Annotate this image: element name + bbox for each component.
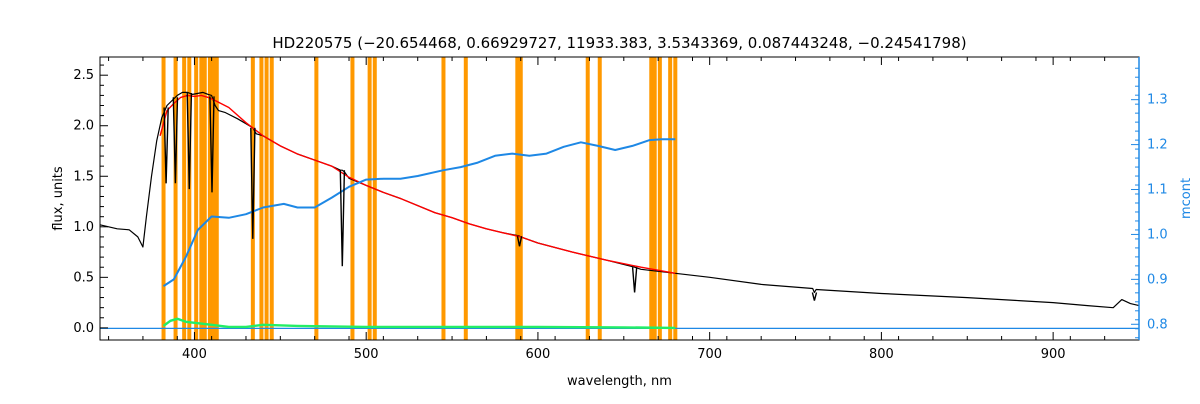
mask-line-11	[259, 57, 264, 340]
x-tick-label-4: 800	[869, 347, 894, 362]
mask-lines	[161, 57, 678, 340]
absorption-line-8	[811, 292, 818, 301]
y2-tick-label-2: 1.0	[1147, 227, 1168, 242]
mask-line-22	[585, 57, 590, 340]
mask-line-7	[207, 57, 212, 340]
mask-line-15	[350, 57, 355, 340]
mask-line-19	[463, 57, 468, 340]
mask-line-8	[211, 57, 216, 340]
mask-line-28	[673, 57, 678, 340]
series-mcont	[162, 138, 676, 287]
series-observed	[99, 91, 1140, 309]
y-tick-label-3: 1.5	[73, 169, 94, 184]
mask-line-13	[269, 57, 274, 340]
mask-line-6	[202, 57, 207, 340]
mask-line-9	[214, 57, 219, 340]
mask-line-14	[314, 57, 319, 340]
mask-line-25	[652, 57, 657, 340]
mask-line-17	[372, 57, 377, 340]
y2-tick-label-1: 0.9	[1147, 272, 1168, 287]
absorption-line-3	[209, 96, 215, 193]
x-tick-label-5: 900	[1041, 347, 1066, 362]
mask-line-18	[441, 57, 446, 340]
series-residual	[162, 317, 676, 330]
mask-line-23	[597, 57, 602, 340]
absorption-line-1	[172, 97, 179, 184]
x-tick-label-2: 600	[526, 347, 551, 362]
mask-line-12	[264, 57, 269, 340]
mask-line-20	[515, 57, 520, 340]
mask-line-10	[250, 57, 255, 340]
absorption-line-5	[339, 170, 346, 267]
mask-line-16	[367, 57, 372, 340]
plot-frame	[99, 56, 1140, 341]
mask-line-0	[161, 57, 166, 340]
y-tick-label-0: 0.0	[73, 321, 94, 336]
mask-line-3	[187, 57, 192, 340]
x-axis-label: wavelength, nm	[567, 374, 672, 389]
absorption-line-7	[631, 267, 638, 293]
y2-tick-label-3: 1.1	[1147, 183, 1168, 198]
mask-line-24	[649, 57, 654, 340]
mask-line-5	[199, 57, 204, 340]
x-tick-label-3: 700	[697, 347, 722, 362]
y2-tick-label-4: 1.2	[1147, 138, 1168, 153]
y-tick-label-4: 2.0	[73, 119, 94, 134]
y-axis-label: flux, units	[51, 166, 66, 231]
absorption-line-4	[250, 127, 256, 239]
y2-tick-label-5: 1.3	[1147, 93, 1168, 108]
y-tick-label-2: 1.0	[73, 220, 94, 235]
x-tick-label-0: 400	[182, 347, 207, 362]
mask-line-2	[182, 57, 187, 340]
absorption-line-6	[516, 236, 523, 247]
mask-line-4	[194, 57, 199, 340]
y-tick-label-1: 0.5	[73, 270, 94, 285]
absorption-line-2	[186, 92, 193, 190]
mask-line-26	[657, 57, 662, 340]
axes: 400 500 600 700 800 900 0.0 0.5 1.0 1.5 2.0 2.5 0.8 0…	[73, 57, 1168, 362]
absorption-line-0	[163, 107, 169, 184]
y-tick-label-5: 2.5	[73, 68, 94, 83]
mask-line-27	[668, 57, 673, 340]
series-layer	[99, 91, 1140, 330]
mask-line-21	[518, 57, 523, 340]
x-tick-label-1: 500	[354, 347, 379, 362]
y2-tick-label-0: 0.8	[1147, 317, 1168, 332]
chart-title: HD220575 (−20.654468, 0.66929727, 11933.…	[272, 34, 966, 52]
mask-line-1	[173, 57, 178, 340]
y2-axis-label: mcont	[1179, 178, 1194, 219]
